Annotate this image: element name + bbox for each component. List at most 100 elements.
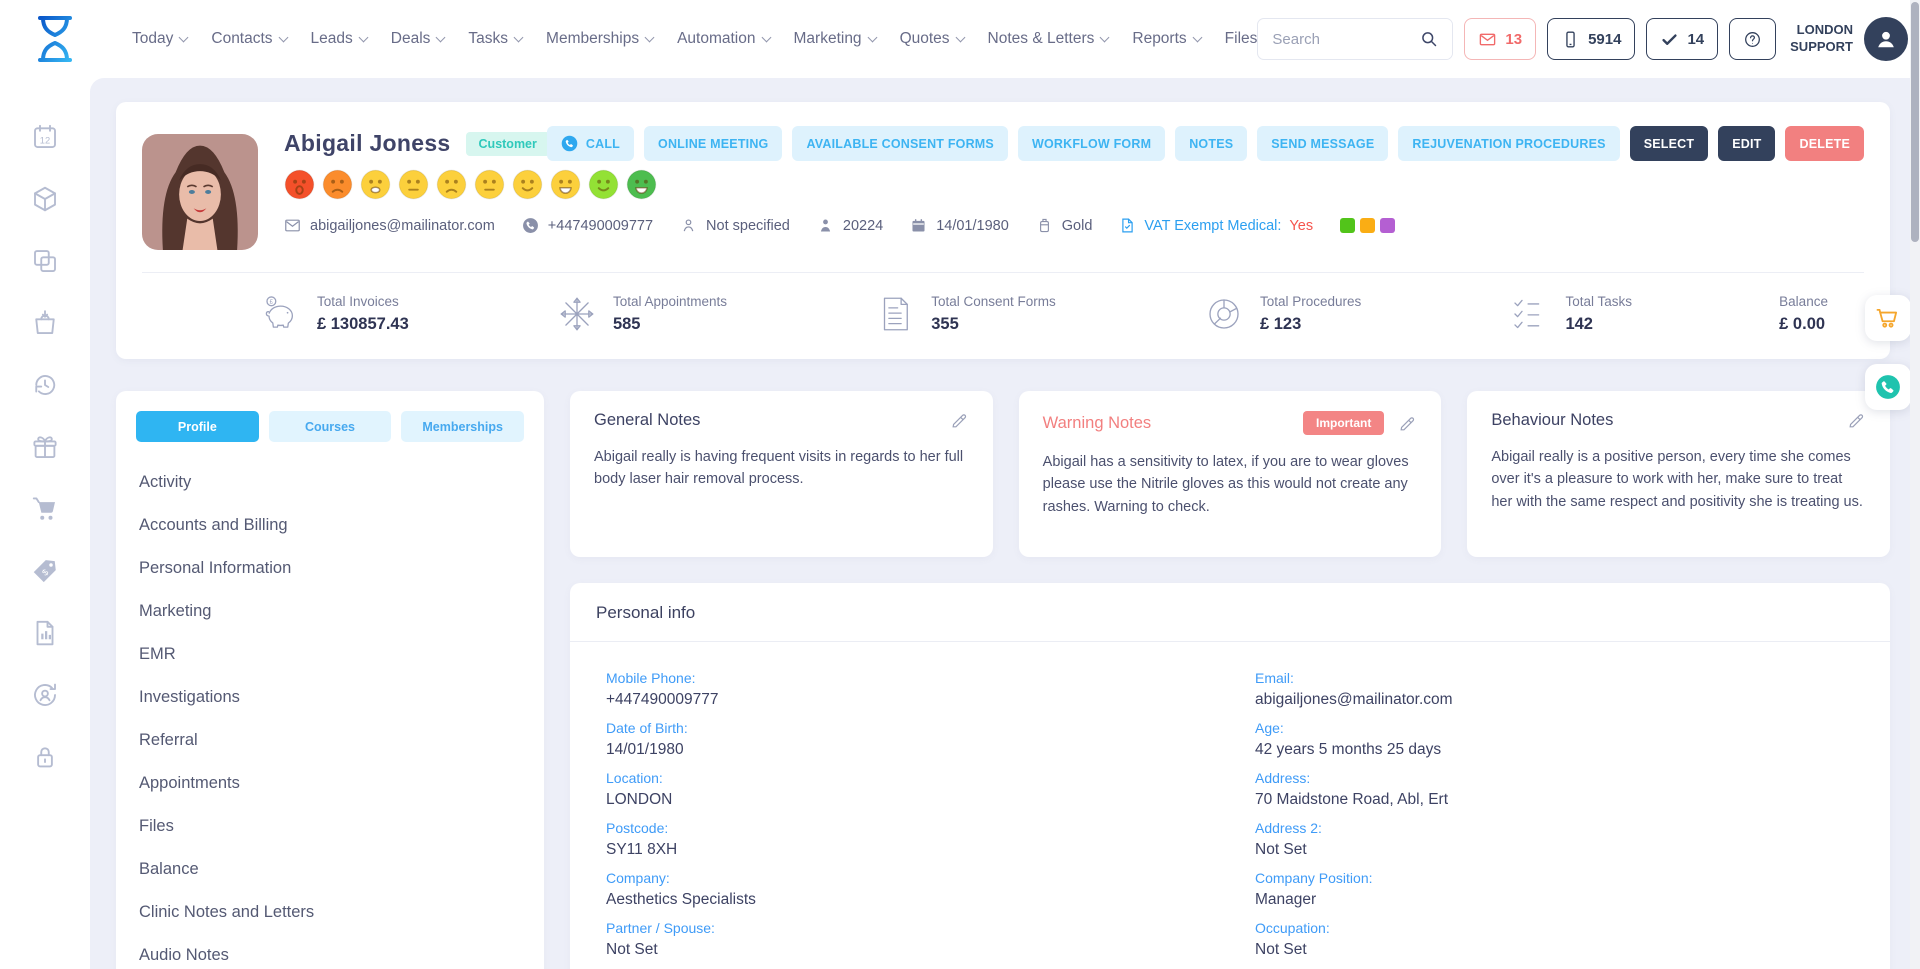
mood-face-1[interactable] [284, 169, 315, 200]
info-field-mobile-phone: Mobile Phone: +447490009777 [606, 670, 1215, 709]
mood-face-7[interactable] [512, 169, 543, 200]
tab-courses[interactable]: Courses [268, 411, 392, 442]
messages-badge[interactable]: 13 [1464, 18, 1537, 60]
info-value: 70 Maidstone Road, Abl, Ert [1255, 791, 1449, 808]
page-scrollbar[interactable] [1910, 0, 1920, 969]
action-workflow-form-button[interactable]: WORKFLOW FORM [1017, 126, 1166, 161]
menu-item-balance[interactable]: Balance [139, 860, 199, 878]
menu-item-emr[interactable]: EMR [139, 645, 176, 663]
scrollbar-thumb[interactable] [1911, 2, 1919, 242]
floating-cart-button[interactable] [1865, 295, 1911, 341]
menu-item-appointments[interactable]: Appointments [139, 774, 240, 792]
rail-item-report[interactable] [30, 618, 60, 648]
rail-item-copy[interactable] [30, 246, 60, 276]
action-call-button[interactable]: CALL [546, 126, 635, 161]
notes-row: General Notes Abigail really is having fr… [570, 391, 1891, 557]
nav-item-automation[interactable]: Automation [677, 30, 771, 48]
mood-face-10[interactable] [626, 169, 657, 200]
color-label-1[interactable] [1340, 218, 1356, 233]
edit-note-icon[interactable] [1847, 411, 1866, 430]
menu-item-marketing[interactable]: Marketing [139, 602, 212, 620]
bag-icon [30, 308, 60, 338]
user-avatar[interactable] [1863, 17, 1908, 61]
chevron-down-icon [644, 32, 655, 43]
info-label: Occupation: [1255, 920, 1330, 936]
rail-item-package[interactable] [30, 184, 60, 214]
action-label: AVAILABLE CONSENT FORMS [806, 136, 994, 151]
action-send-message-button[interactable]: SEND MESSAGE [1257, 126, 1389, 161]
profile-tabs: Profile Courses Memberships [116, 411, 544, 442]
app-logo-icon[interactable] [32, 14, 78, 64]
action-label: WORKFLOW FORM [1031, 136, 1152, 151]
nav-item-leads[interactable]: Leads [311, 30, 369, 48]
action-online-meeting-button[interactable]: ONLINE MEETING [644, 126, 783, 161]
chevron-down-icon [1099, 32, 1110, 43]
rail-item-bag[interactable] [30, 308, 60, 338]
menu-item-audio-notes[interactable]: Audio Notes [139, 946, 229, 964]
nav-item-label: Automation [677, 30, 756, 47]
calls-badge[interactable]: 5914 [1547, 18, 1636, 60]
rail-item-cart[interactable] [30, 494, 60, 524]
rail-item-history[interactable] [30, 370, 60, 400]
menu-item-personal-information[interactable]: Personal Information [139, 559, 292, 577]
mood-face-6[interactable] [474, 169, 505, 200]
menu-item-files[interactable]: Files [139, 817, 174, 835]
topbar-badges: 13 5914 14 [1464, 18, 1777, 60]
rail-item-calendar-date[interactable]: 12 [30, 122, 60, 152]
action-rejuvenation-procedures-button[interactable]: REJUVENATION PROCEDURES [1398, 126, 1620, 161]
action-edit-button[interactable]: EDIT [1718, 126, 1776, 161]
mood-face-5[interactable] [436, 169, 467, 200]
mood-face-3[interactable] [360, 169, 391, 200]
nav-item-deals[interactable]: Deals [390, 30, 446, 48]
menu-item-referral[interactable]: Referral [139, 731, 198, 749]
donut-chart-icon [1203, 293, 1245, 335]
action-available-consent-forms-button[interactable]: AVAILABLE CONSENT FORMS [792, 126, 1008, 161]
tab-profile[interactable]: Profile [136, 411, 259, 442]
edit-note-icon[interactable] [1398, 414, 1417, 433]
edit-note-icon[interactable] [950, 411, 969, 430]
floating-call-button[interactable] [1865, 364, 1911, 410]
nav-item-notes-letters[interactable]: Notes & Letters [988, 30, 1110, 48]
mood-face-4[interactable] [398, 169, 429, 200]
mood-face-9[interactable] [588, 169, 619, 200]
chevron-down-icon [867, 32, 878, 43]
stat-total-consent-forms: Total Consent Forms 355 [874, 293, 1056, 335]
nav-item-reports[interactable]: Reports [1132, 30, 1203, 48]
rail-item-user-sync[interactable] [30, 680, 60, 710]
contact-email-value: abigailjones@mailinator.com [310, 217, 495, 234]
info-field-age: Age: 42 years 5 months 25 days [1255, 720, 1864, 759]
contact-phone: +447490009777 [522, 217, 653, 234]
tab-memberships[interactable]: Memberships [401, 411, 525, 442]
action-notes-button[interactable]: NOTES [1175, 126, 1248, 161]
menu-item-investigations[interactable]: Investigations [139, 688, 240, 706]
svg-text:$: $ [40, 567, 50, 578]
mood-face-2[interactable] [322, 169, 353, 200]
client-photo[interactable] [142, 134, 258, 250]
nav-item-files[interactable]: Files [1225, 30, 1258, 48]
rail-item-lock[interactable] [30, 742, 60, 772]
search-button[interactable] [1406, 19, 1453, 59]
tasks-badge[interactable]: 14 [1646, 18, 1719, 60]
action-select-button[interactable]: SELECT [1629, 126, 1709, 161]
menu-item-activity[interactable]: Activity [139, 473, 192, 491]
nav-item-label: Deals [390, 30, 431, 47]
help-badge[interactable] [1729, 18, 1777, 60]
info-field-postcode: Postcode: SY11 8XH [606, 820, 1215, 859]
rail-item-price-tag[interactable]: $ [30, 556, 60, 586]
color-label-3[interactable] [1380, 218, 1396, 233]
color-label-2[interactable] [1360, 218, 1376, 233]
nav-item-tasks[interactable]: Tasks [468, 30, 524, 48]
contact-dob: 14/01/1980 [910, 217, 1009, 234]
info-field-location: Location: LONDON [606, 770, 1215, 809]
rail-item-gift[interactable] [30, 432, 60, 462]
nav-item-memberships[interactable]: Memberships [546, 30, 655, 48]
menu-item-accounts-and-billing[interactable]: Accounts and Billing [139, 516, 288, 534]
nav-item-today[interactable]: Today [132, 30, 189, 48]
nav-item-marketing[interactable]: Marketing [794, 30, 878, 48]
action-delete-button[interactable]: DELETE [1785, 126, 1864, 161]
nav-item-contacts[interactable]: Contacts [211, 30, 288, 48]
search-input[interactable] [1258, 19, 1407, 59]
nav-item-quotes[interactable]: Quotes [900, 30, 965, 48]
mood-face-8[interactable] [550, 169, 581, 200]
menu-item-clinic-notes-and-letters[interactable]: Clinic Notes and Letters [139, 903, 315, 921]
